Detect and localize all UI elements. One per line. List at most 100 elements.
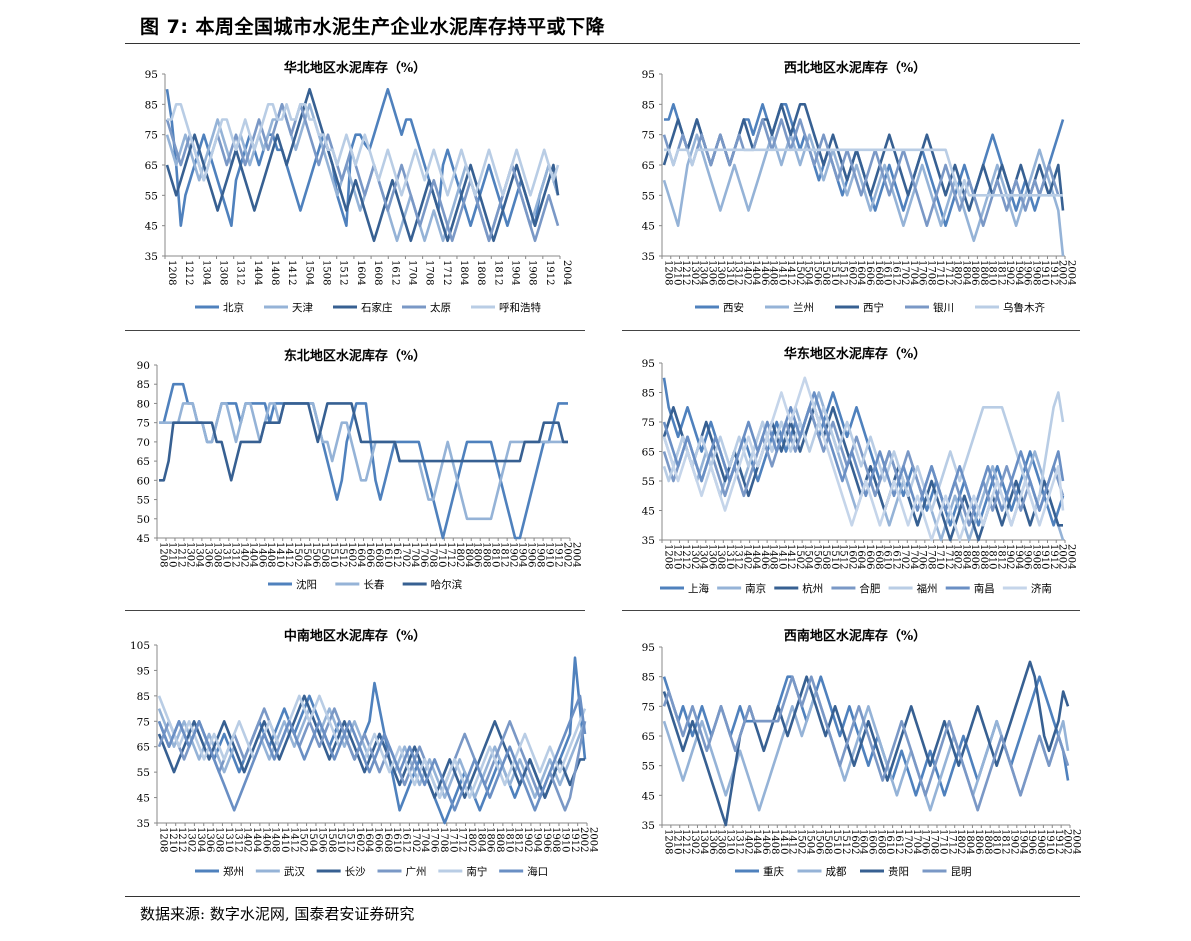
- x-tick-label: 1706: [418, 542, 429, 567]
- x-tick-label: 1606: [373, 827, 384, 852]
- x-tick-label: 1512: [337, 542, 348, 567]
- y-tick-label: 55: [642, 190, 655, 202]
- x-tick-label: 1504: [301, 542, 312, 567]
- x-tick-label: 1904: [517, 542, 528, 567]
- x-tick-label: 1612: [890, 260, 901, 285]
- x-tick-label: 1610: [391, 827, 402, 852]
- x-tick-label: 1402: [238, 542, 249, 567]
- legend-label: 西安: [723, 301, 744, 314]
- x-tick-label: 1904: [1017, 829, 1028, 854]
- legend-label: 西宁: [863, 301, 884, 314]
- x-tick-label: 1610: [882, 260, 893, 285]
- x-tick-label: 1502: [794, 260, 805, 285]
- x-tick-label: 1304: [200, 260, 211, 285]
- series-line-昆明: [662, 675, 1070, 812]
- x-tick-label: 1910: [1044, 829, 1055, 854]
- y-tick-label: 65: [137, 742, 150, 754]
- y-tick-label: 45: [642, 221, 655, 233]
- x-tick-label: 2004: [1071, 829, 1082, 854]
- x-tick-label: 1510: [328, 542, 339, 567]
- x-tick-label: 1904: [1013, 260, 1024, 285]
- panel-separator: [622, 610, 1080, 611]
- series-line-银川: [662, 118, 1063, 227]
- legend-label: 济南: [1031, 582, 1052, 595]
- x-tick-label: 1306: [706, 544, 717, 569]
- x-tick-label: 1208: [166, 260, 177, 285]
- y-tick-label: 95: [137, 665, 150, 677]
- x-tick-label: 1610: [882, 544, 893, 569]
- x-tick-label: 1906: [1022, 544, 1033, 569]
- x-tick-label: 1308: [715, 544, 726, 569]
- y-tick-label: 70: [137, 437, 150, 449]
- x-tick-label: 1912: [544, 260, 555, 285]
- legend-label: 贵阳: [888, 865, 909, 878]
- x-tick-label: 1810: [503, 827, 514, 852]
- x-tick-label: 1512: [338, 260, 349, 285]
- x-tick-label: 1906: [526, 542, 537, 567]
- x-tick-label: 1210: [671, 829, 682, 854]
- x-tick-label: 1902: [522, 827, 533, 852]
- x-tick-label: 1710: [934, 260, 945, 285]
- x-tick-label: 1304: [195, 827, 206, 852]
- x-tick-label: 1610: [884, 829, 895, 854]
- y-tick-label: 85: [642, 388, 655, 400]
- x-tick-label: 1912: [1048, 260, 1059, 285]
- top-rule: [125, 43, 1080, 44]
- x-tick-label: 1410: [778, 829, 789, 854]
- x-tick-label: 1708: [427, 542, 438, 567]
- x-tick-label: 1804: [960, 260, 971, 285]
- x-tick-label: 1312: [733, 544, 744, 569]
- x-tick-label: 1604: [855, 544, 866, 569]
- x-tick-label: 1508: [326, 827, 337, 852]
- x-tick-label: 1402: [742, 829, 753, 854]
- x-tick-label: 2004: [561, 260, 572, 285]
- x-tick-label: 1802: [952, 260, 963, 285]
- x-tick-label: 1502: [794, 544, 805, 569]
- x-tick-label: 1406: [760, 829, 771, 854]
- x-tick-label: 1804: [960, 544, 971, 569]
- x-tick-label: 1506: [310, 542, 321, 567]
- x-tick-label: 1402: [242, 827, 253, 852]
- y-tick-label: 75: [137, 418, 150, 430]
- x-tick-label: 1804: [458, 260, 469, 285]
- y-tick-label: 35: [642, 535, 655, 547]
- legend-label: 重庆: [763, 865, 784, 878]
- x-tick-label: 1912: [1048, 544, 1059, 569]
- x-tick-label: 1604: [363, 827, 374, 852]
- x-tick-label: 1612: [391, 542, 402, 567]
- x-tick-label: 1702: [899, 260, 910, 285]
- chart-panel-5: 中南地区水泥库存（%） 35 45 55 65 75 85 95 105 120812101212…: [130, 628, 599, 878]
- x-tick-label: 1508: [822, 829, 833, 854]
- x-tick-label: 1312: [232, 827, 243, 852]
- x-tick-label: 1304: [698, 829, 709, 854]
- x-tick-label: 1412: [288, 827, 299, 852]
- x-tick-label: 1610: [382, 542, 393, 567]
- panel-separator: [125, 610, 585, 611]
- x-tick-label: 1702: [902, 829, 913, 854]
- x-tick-label: 1802: [454, 542, 465, 567]
- x-tick-label: 1412: [785, 260, 796, 285]
- y-tick-label: 55: [137, 495, 150, 507]
- x-tick-label: 1706: [920, 829, 931, 854]
- y-tick-label: 85: [642, 672, 655, 684]
- x-tick-label: 1608: [875, 829, 886, 854]
- x-tick-label: 1906: [541, 827, 552, 852]
- series-line-成都: [662, 690, 1070, 812]
- x-tick-label: 1408: [269, 260, 280, 285]
- x-tick-label: 1310: [725, 829, 736, 854]
- y-tick-label: 75: [137, 716, 150, 728]
- x-tick-label: 1310: [724, 260, 735, 285]
- legend-label: 合肥: [859, 582, 880, 595]
- x-tick-label: 1208: [663, 544, 674, 569]
- y-tick-label: 85: [137, 379, 150, 391]
- x-tick-label: 1302: [184, 542, 195, 567]
- series-line-南宁: [157, 694, 587, 799]
- x-tick-label: 1208: [158, 827, 169, 852]
- y-tick-label: 95: [642, 358, 655, 370]
- legend-label: 天津: [292, 302, 313, 314]
- y-tick-label: 65: [642, 160, 655, 172]
- x-tick-label: 1502: [298, 827, 309, 852]
- x-tick-label: 1604: [355, 542, 366, 567]
- x-tick-label: 1406: [759, 260, 770, 285]
